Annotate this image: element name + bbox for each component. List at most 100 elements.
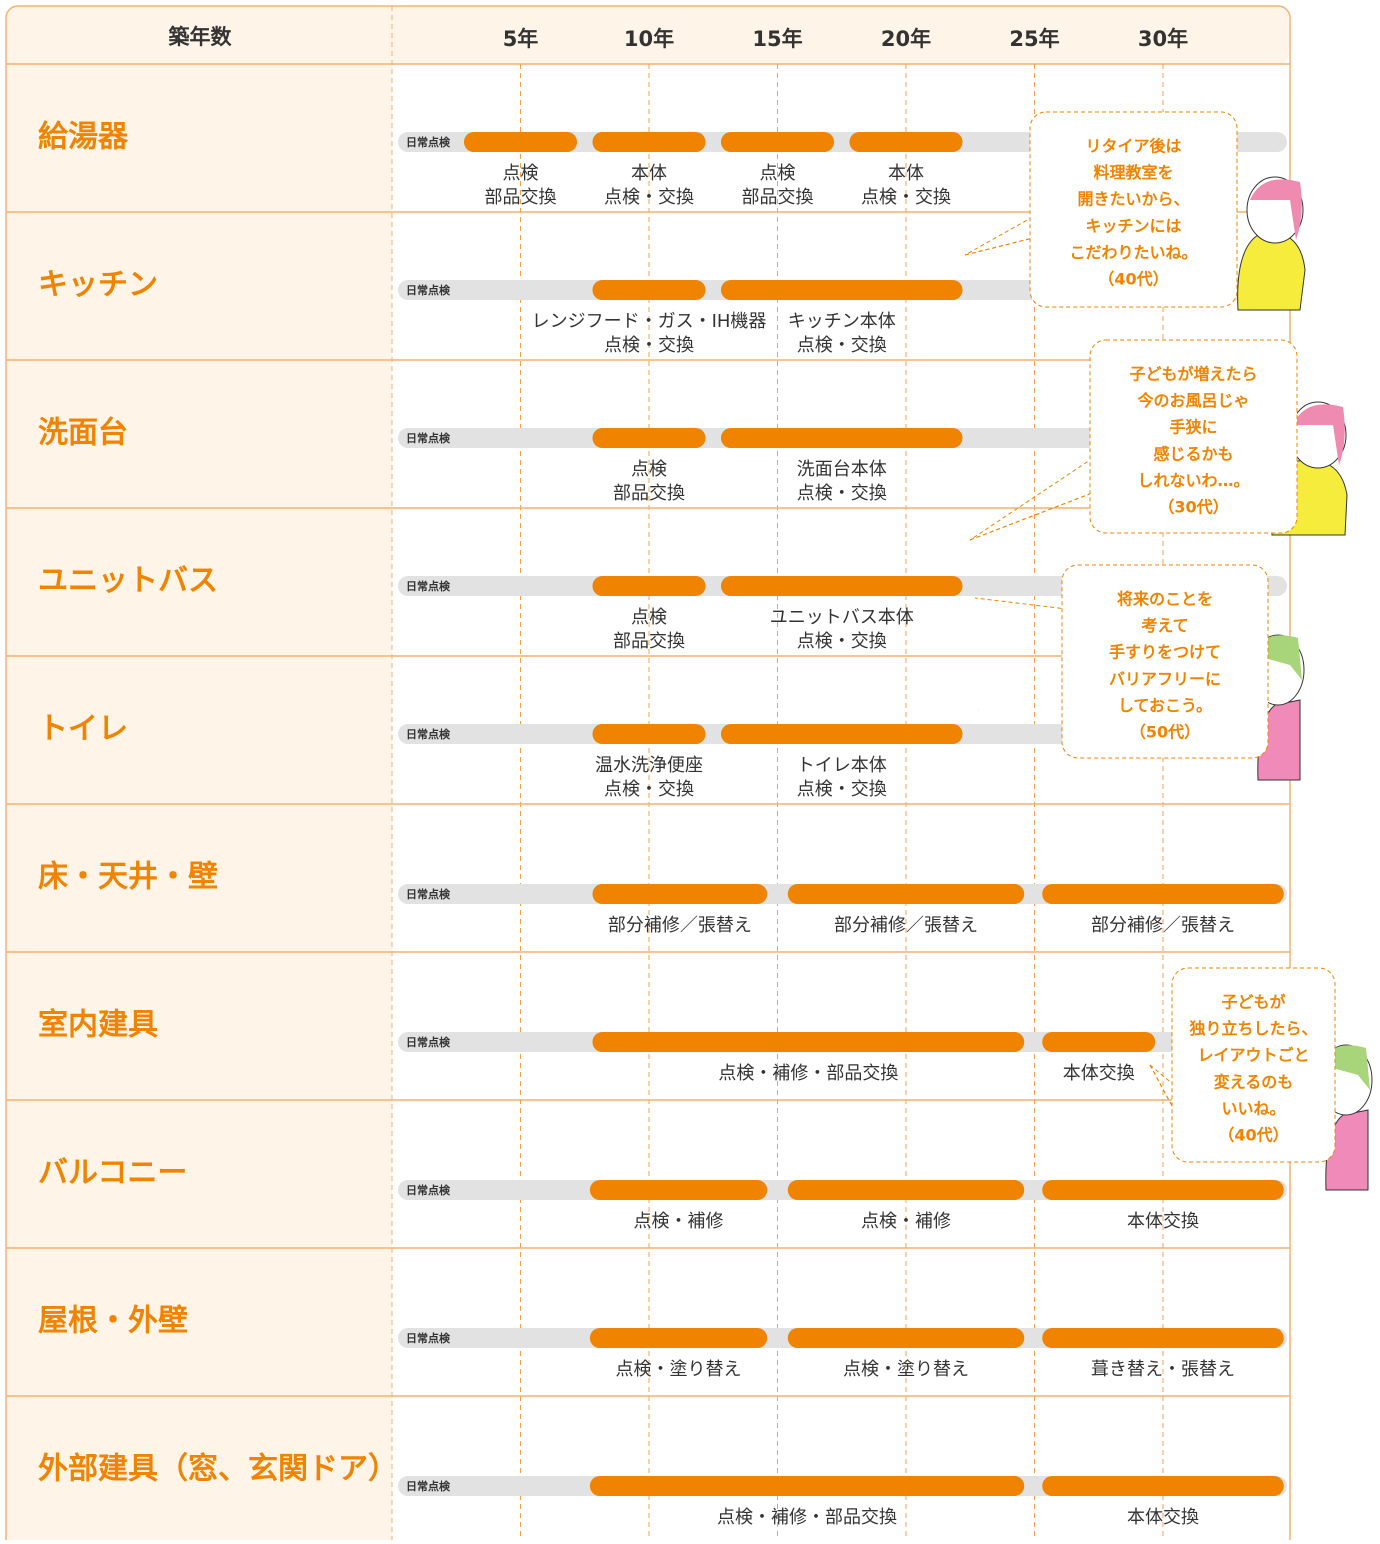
header-bg: [7, 7, 1289, 64]
bubble-tail: [974, 597, 1076, 611]
bubble-text: 子どもが増えたら: [1129, 365, 1257, 384]
segment-label: 点検: [631, 607, 667, 628]
bubble-text: キッチンには: [1085, 216, 1181, 235]
bubble-tail: [969, 449, 1106, 541]
bubble-text: こだわりたいね。: [1069, 243, 1197, 262]
segment-label: 点検・塗り替え: [843, 1358, 969, 1380]
speech-bubble: [1061, 564, 1269, 759]
segment-label: 点検・交換: [861, 187, 951, 208]
segment-label: 本体交換: [1127, 1507, 1199, 1528]
segment-label: 点検・補修: [634, 1211, 724, 1232]
row-name: 屋根・外壁: [38, 1304, 188, 1339]
segment-label: 部品交換: [613, 483, 685, 504]
daily-check: 日常点検: [406, 1331, 451, 1345]
segment-bar: [592, 428, 706, 448]
segment-bar: [589, 1328, 768, 1348]
tick-label: 20年: [881, 27, 931, 51]
bubble-text: しておこう。: [1118, 696, 1212, 715]
bubble-text: 感じるかも: [1153, 444, 1233, 463]
daily-check: 日常点検: [406, 1479, 451, 1493]
daily-check: 日常点検: [406, 887, 451, 901]
segment-bar: [720, 576, 963, 596]
segment-bar: [592, 884, 768, 904]
segment-label: 点検・交換: [797, 631, 887, 652]
segment-bar: [1042, 1328, 1284, 1348]
left-column: [7, 7, 392, 1544]
segment-bar: [592, 132, 706, 152]
bubble-text: 手狭に: [1169, 418, 1217, 437]
header-label: 築年数: [168, 25, 233, 49]
bubble-text: しれないわ…。: [1137, 471, 1249, 490]
daily-check: 日常点検: [406, 135, 451, 149]
tick-label: 10年: [624, 27, 674, 51]
person: [1237, 176, 1306, 311]
row-name: 給湯器: [38, 120, 129, 155]
bubble-text: 今のお風呂じゃ: [1136, 391, 1249, 410]
bubble-text: リタイア後は: [1085, 137, 1181, 156]
row-name: キッチン: [38, 268, 158, 303]
segment-bar: [720, 724, 963, 744]
segment-label: 点検: [503, 163, 539, 184]
segment-bar: [787, 884, 1025, 904]
segment-bar: [720, 280, 963, 300]
segment-label: 点検: [631, 459, 667, 480]
daily-check: 日常点検: [406, 1035, 451, 1049]
speech-bubble: [1089, 339, 1298, 534]
segment-label: 本体交換: [1063, 1063, 1135, 1084]
bubble-text: （50代）: [1130, 723, 1200, 742]
segment-label: 点検: [760, 163, 796, 184]
bubble-text: バリアフリーに: [1109, 669, 1221, 688]
row-name: ユニットバス: [38, 564, 218, 599]
segment-bar: [720, 428, 963, 448]
bubble-text: （40代）: [1218, 1126, 1288, 1145]
segment-label: 洗面台本体: [797, 459, 887, 480]
daily-check: 日常点検: [406, 283, 451, 297]
segment-label: 部分補修／張替え: [608, 915, 752, 936]
segment-label: トイレ本体: [797, 755, 887, 776]
segment-bar: [589, 1476, 1025, 1496]
bubble-tail: [1149, 1064, 1186, 1131]
row-name: バルコニー: [38, 1156, 187, 1191]
segment-label: 部品交換: [613, 631, 685, 652]
segment-bar: [592, 1032, 1025, 1052]
tick-label: 25年: [1009, 27, 1059, 51]
segment-label: 本体: [888, 163, 924, 184]
daily-check: 日常点検: [406, 579, 451, 593]
segment-label: 点検・補修・部品交換: [718, 1063, 898, 1084]
segment-bar: [787, 1328, 1025, 1348]
segment-bar: [592, 576, 706, 596]
segment-label: 点検・補修: [861, 1211, 951, 1232]
daily-check: 日常点検: [406, 1183, 451, 1197]
row-name: 床・天井・壁: [38, 860, 218, 895]
segment-label: 点検・交換: [604, 187, 694, 208]
bubble-text: 変えるのも: [1214, 1072, 1294, 1091]
bubble-text: （30代）: [1158, 498, 1228, 517]
segment-label: 部品交換: [485, 187, 557, 208]
segment-label: 本体交換: [1127, 1211, 1199, 1232]
segment-bar: [592, 280, 706, 300]
segment-bar: [463, 132, 578, 152]
segment-label: 点検・交換: [604, 779, 694, 800]
segment-label: レンジフード・ガス・IH機器: [532, 311, 767, 332]
segment-label: 点検・交換: [797, 335, 887, 356]
segment-label: 部分補修／張替え: [834, 915, 978, 936]
segment-bar: [592, 724, 706, 744]
daily-check: 日常点検: [406, 727, 451, 741]
bubble-text: （40代）: [1098, 270, 1168, 289]
bubble-tail: [969, 489, 1101, 541]
tick-label: 30年: [1138, 27, 1188, 51]
segment-label: 葺き替え・張替え: [1091, 1359, 1235, 1380]
segment-label: 部品交換: [742, 187, 814, 208]
segment-label: ユニットバス本体: [770, 607, 914, 628]
segment-bar: [1042, 1476, 1284, 1496]
speech-bubble: [1171, 967, 1336, 1163]
bubble-text: レイアウトごと: [1197, 1046, 1309, 1065]
segment-label: 本体: [631, 163, 667, 184]
row-name: トイレ: [38, 712, 128, 747]
speech-bubble: [1029, 111, 1238, 308]
segment-bar: [1042, 1032, 1156, 1052]
bubble-text: 将来のことを: [1117, 590, 1213, 609]
row-name: 室内建具: [38, 1008, 158, 1043]
